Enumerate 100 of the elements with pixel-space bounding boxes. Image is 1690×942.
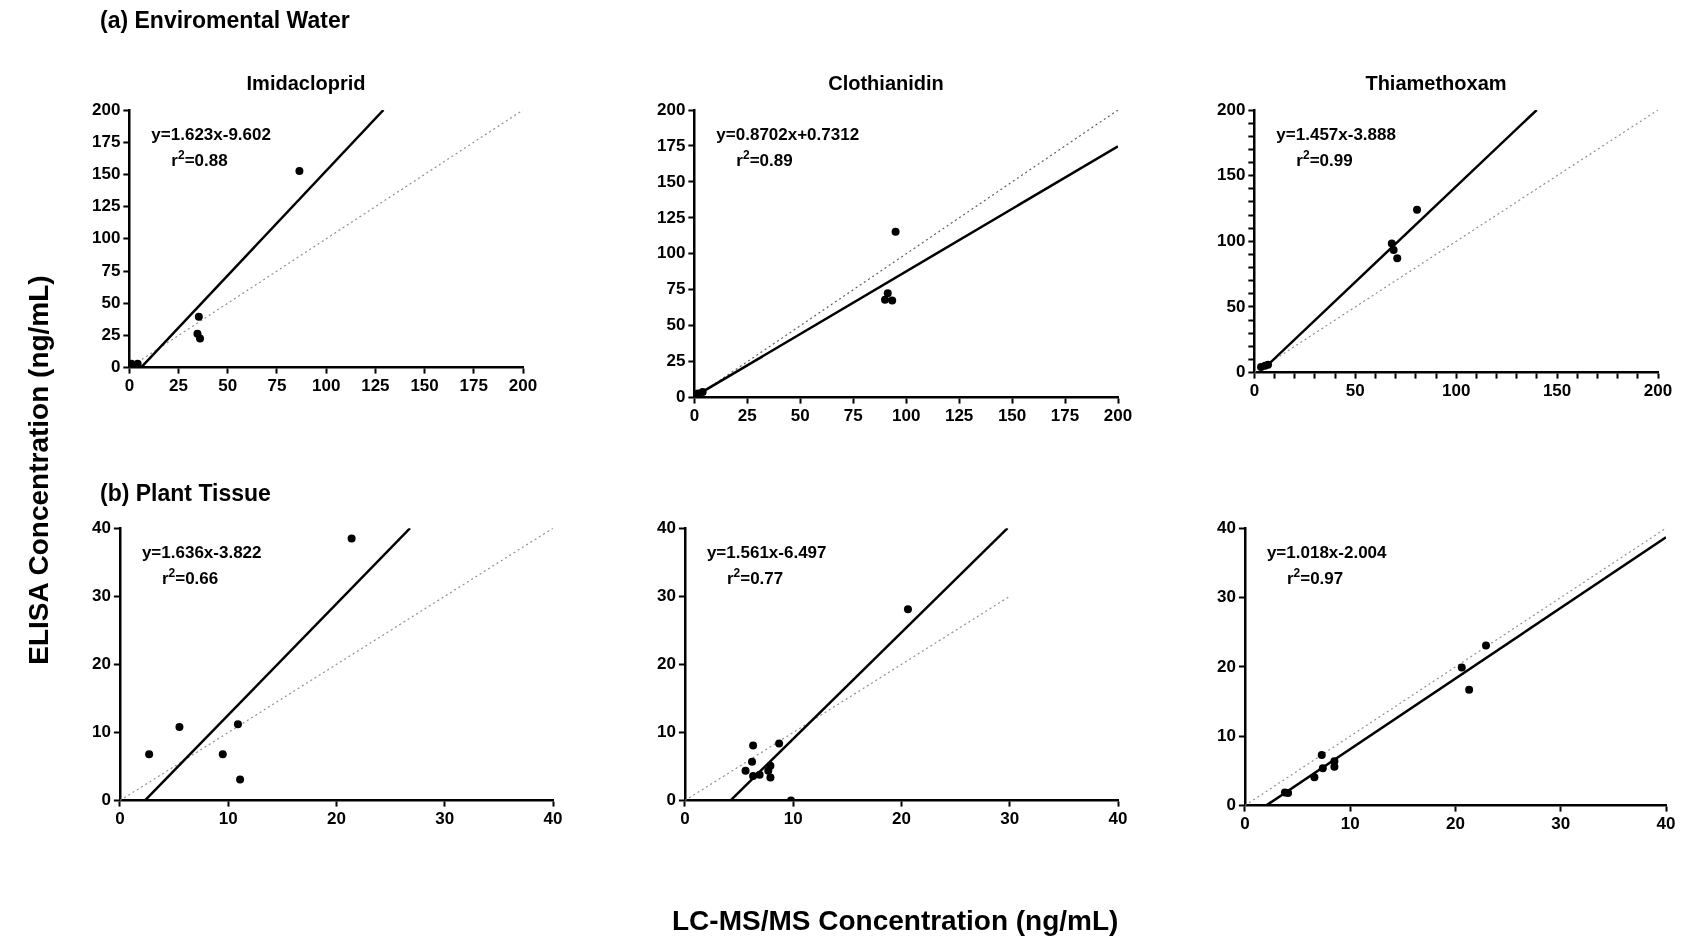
point bbox=[881, 295, 889, 304]
x-tick-label: 150 bbox=[997, 406, 1027, 426]
y-tick-label: 75 bbox=[666, 279, 686, 299]
x-tick-label: 100 bbox=[311, 376, 341, 396]
y-tick-label: 100 bbox=[656, 243, 686, 263]
x-tick-label: 100 bbox=[891, 406, 921, 426]
x-tick-label: 50 bbox=[1345, 381, 1365, 401]
x-tick-label: 150 bbox=[410, 376, 439, 396]
x-tick-label: 30 bbox=[1551, 814, 1571, 834]
x-tick-label: 25 bbox=[169, 376, 189, 396]
x-tick-label: 30 bbox=[435, 809, 455, 829]
y-tick-label: 30 bbox=[1216, 587, 1236, 607]
x-tick-label: 200 bbox=[1103, 406, 1133, 426]
annotation: y=1.623x-9.602 bbox=[151, 125, 271, 144]
y-tick-label: 100 bbox=[1216, 230, 1246, 250]
y-tick-label: 200 bbox=[91, 99, 121, 119]
annotation: y=1.636x-3.822 bbox=[141, 543, 262, 563]
point bbox=[698, 387, 707, 396]
y-tick-label: 40 bbox=[91, 517, 111, 537]
y-tick-label: 50 bbox=[1226, 296, 1246, 316]
y-axis-title: ELISA Concentration (ng/mL) bbox=[22, 275, 55, 665]
x-tick-label: 200 bbox=[1643, 381, 1673, 401]
x-tick-label: 20 bbox=[326, 809, 346, 829]
point bbox=[749, 741, 758, 750]
point bbox=[766, 761, 775, 770]
annotation: y=1.457x-3.888 bbox=[1276, 125, 1396, 144]
x-tick-label: 175 bbox=[459, 376, 488, 396]
point bbox=[194, 312, 203, 321]
x-tick-label: 100 bbox=[1441, 381, 1471, 401]
point bbox=[749, 772, 758, 781]
chart-title: Imidacloprid bbox=[246, 71, 366, 94]
y-tick-label: 200 bbox=[656, 99, 686, 119]
point bbox=[145, 750, 154, 759]
y-tick-label: 20 bbox=[656, 654, 676, 674]
point bbox=[1393, 254, 1402, 263]
chart-subtitle: (b) Plant Tissue bbox=[100, 480, 271, 507]
y-tick-label: 30 bbox=[91, 585, 111, 605]
point bbox=[748, 757, 757, 766]
point bbox=[741, 766, 750, 775]
point bbox=[891, 227, 900, 236]
y-tick-label: 75 bbox=[101, 260, 121, 280]
x-tick-label: 0 bbox=[124, 376, 135, 396]
y-tick-label: 0 bbox=[1235, 362, 1246, 382]
x-tick-label: 40 bbox=[543, 809, 563, 829]
y-tick-label: 0 bbox=[101, 790, 111, 810]
annotation: y=0.8702x+0.7312 bbox=[716, 125, 860, 144]
y-tick-label: 200 bbox=[1216, 99, 1246, 119]
y-tick-label: 50 bbox=[666, 315, 686, 335]
y-tick-label: 125 bbox=[656, 207, 686, 227]
y-tick-label: 175 bbox=[91, 131, 121, 151]
point bbox=[1330, 757, 1339, 766]
point bbox=[1318, 764, 1327, 773]
y-tick-label: 150 bbox=[91, 164, 121, 184]
point bbox=[196, 334, 205, 343]
point bbox=[236, 775, 245, 784]
y-tick-label: 25 bbox=[666, 351, 686, 371]
x-tick-label: 0 bbox=[1249, 381, 1260, 401]
x-tick-label: 10 bbox=[783, 809, 803, 829]
x-tick-label: 50 bbox=[790, 406, 810, 426]
annotation: y=1.561x-6.497 bbox=[706, 543, 827, 563]
chart-title: Thiamethoxam bbox=[1365, 71, 1507, 94]
x-tick-label: 75 bbox=[843, 406, 863, 426]
x-tick-label: 20 bbox=[891, 809, 911, 829]
point bbox=[1465, 685, 1474, 694]
y-tick-label: 40 bbox=[656, 517, 676, 537]
point bbox=[1481, 641, 1490, 650]
x-tick-label: 125 bbox=[361, 376, 390, 396]
y-tick-label: 10 bbox=[1216, 725, 1236, 745]
chart-subtitle: (a) Enviromental Water bbox=[100, 7, 350, 34]
x-tick-label: 150 bbox=[1542, 381, 1572, 401]
point bbox=[218, 750, 227, 759]
y-tick-label: 10 bbox=[656, 722, 676, 742]
point bbox=[903, 605, 912, 614]
x-tick-label: 175 bbox=[1050, 406, 1080, 426]
x-tick-label: 20 bbox=[1445, 814, 1465, 834]
point bbox=[1310, 773, 1319, 782]
x-tick-label: 25 bbox=[737, 406, 757, 426]
point bbox=[775, 739, 784, 748]
point bbox=[347, 534, 356, 543]
x-tick-label: 0 bbox=[689, 406, 700, 426]
y-tick-label: 125 bbox=[91, 196, 121, 216]
x-tick-label: 10 bbox=[1340, 814, 1360, 834]
point bbox=[1413, 205, 1422, 214]
x-tick-label: 40 bbox=[1656, 814, 1676, 834]
x-tick-label: 40 bbox=[1108, 809, 1128, 829]
point bbox=[175, 723, 184, 732]
point bbox=[1457, 663, 1466, 672]
x-tick-label: 10 bbox=[218, 809, 238, 829]
point bbox=[1284, 789, 1293, 798]
y-tick-label: 10 bbox=[91, 722, 111, 742]
y-tick-label: 50 bbox=[101, 292, 121, 312]
point bbox=[233, 720, 242, 729]
y-tick-label: 20 bbox=[1216, 656, 1236, 676]
y-tick-label: 25 bbox=[101, 325, 121, 345]
x-tick-label: 125 bbox=[944, 406, 974, 426]
point bbox=[1389, 246, 1398, 255]
y-tick-label: 100 bbox=[91, 228, 121, 248]
x-tick-label: 30 bbox=[1000, 809, 1020, 829]
point bbox=[888, 296, 897, 305]
y-tick-label: 30 bbox=[656, 585, 676, 605]
